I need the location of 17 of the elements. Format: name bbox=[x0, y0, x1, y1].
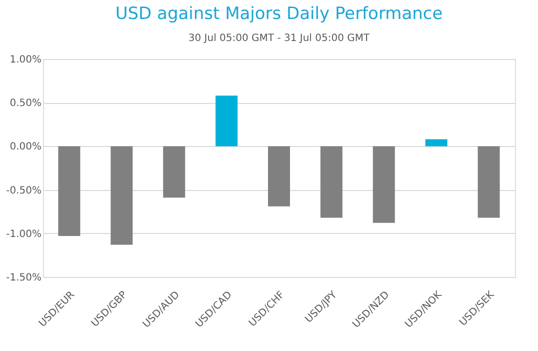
bar bbox=[478, 146, 500, 218]
bar bbox=[425, 139, 448, 146]
bar bbox=[110, 146, 133, 245]
y-tick-label: -1.00% bbox=[6, 228, 42, 240]
chart-title: USD against Majors Daily Performance bbox=[115, 4, 443, 24]
y-tick-label: -1.50% bbox=[6, 272, 42, 284]
bar bbox=[268, 146, 290, 206]
bar bbox=[216, 96, 238, 146]
y-tick-label: -0.50% bbox=[6, 185, 42, 196]
y-tick-label: 0.50% bbox=[10, 98, 42, 110]
bar bbox=[58, 146, 80, 236]
bar bbox=[320, 146, 342, 218]
y-tick-label: 1.00% bbox=[10, 54, 42, 66]
chart-subtitle: 30 Jul 05:00 GMT - 31 Jul 05:00 GMT bbox=[188, 33, 370, 44]
bar bbox=[372, 146, 395, 223]
bar bbox=[163, 146, 186, 198]
y-tick-label: 0.00% bbox=[10, 142, 42, 153]
